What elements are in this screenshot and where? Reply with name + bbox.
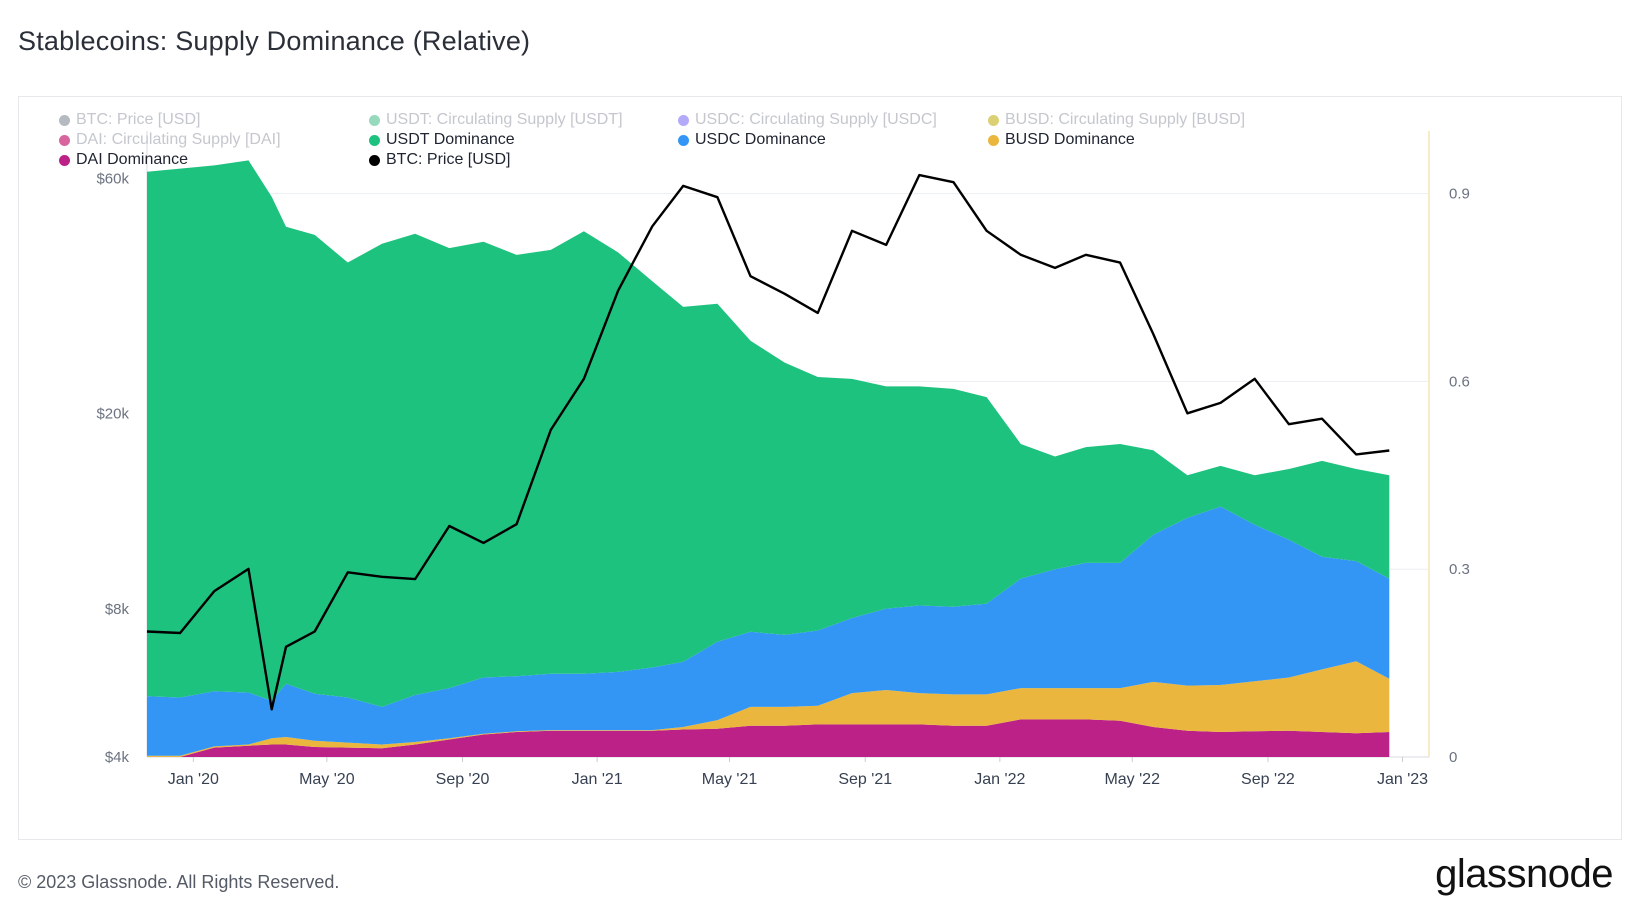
legend-item-busd-supply[interactable]: BUSD: Circulating Supply [BUSD] <box>988 111 1245 129</box>
legend-dot-icon <box>59 154 70 166</box>
legend-dot-icon <box>988 134 999 146</box>
legend-item-usdc-dominance[interactable]: USDC Dominance <box>678 131 826 149</box>
legend-label: USDC Dominance <box>695 131 826 148</box>
usdc-dominance-area <box>147 506 1390 756</box>
legend-item-usdt-supply[interactable]: USDT: Circulating Supply [USDT] <box>369 111 623 129</box>
legend-label: USDT Dominance <box>386 131 515 148</box>
legend-dot-icon <box>59 134 70 146</box>
x-tick-label: Jan '23 <box>1377 771 1428 788</box>
legend-item-btc-price-inactive[interactable]: BTC: Price [USD] <box>59 111 200 129</box>
y-left-tick-label: $8k <box>105 601 130 618</box>
usdt-dominance-area <box>147 160 1390 707</box>
legend-label: BTC: Price [USD] <box>386 151 511 168</box>
legend-label: DAI: Circulating Supply [DAI] <box>76 131 281 148</box>
y-right-tick-label: 0.3 <box>1449 561 1470 578</box>
x-tick-label: Jan '22 <box>974 771 1025 788</box>
legend-dot-icon <box>678 134 689 146</box>
x-tick-label: May '20 <box>299 771 355 788</box>
page-title: Stablecoins: Supply Dominance (Relative) <box>18 26 531 56</box>
x-tick-label: Sep '22 <box>1241 771 1295 788</box>
y-right-tick-label: 0 <box>1449 749 1457 766</box>
x-tick-label: May '22 <box>1104 771 1160 788</box>
legend-label: BTC: Price [USD] <box>76 111 201 128</box>
legend-item-btc-price[interactable]: BTC: Price [USD] <box>369 151 510 169</box>
chart-legend: BTC: Price [USD] USDT: Circulating Suppl… <box>59 111 1359 177</box>
y-left-tick-label: $20k <box>96 405 129 422</box>
legend-dot-icon <box>678 114 689 126</box>
legend-dot-icon <box>369 134 380 146</box>
glassnode-logo[interactable]: glassnode <box>1435 852 1613 896</box>
dai-dominance-area <box>147 719 1390 757</box>
legend-item-usdt-dominance[interactable]: USDT Dominance <box>369 131 515 149</box>
x-tick-label: Sep '20 <box>436 771 490 788</box>
legend-dot-icon <box>988 114 999 126</box>
x-tick-label: Jan '21 <box>572 771 623 788</box>
footer-copyright: © 2023 Glassnode. All Rights Reserved. <box>18 872 340 892</box>
legend-item-busd-dominance[interactable]: BUSD Dominance <box>988 131 1135 149</box>
x-tick-label: Sep '21 <box>838 771 892 788</box>
y-right-tick-label: 0.6 <box>1449 373 1470 390</box>
x-tick-label: Jan '20 <box>168 771 219 788</box>
legend-label: USDC: Circulating Supply [USDC] <box>695 111 937 128</box>
busd-dominance-area <box>147 661 1390 757</box>
legend-dot-icon <box>59 114 70 126</box>
legend-label: BUSD: Circulating Supply [BUSD] <box>1005 111 1246 128</box>
legend-item-usdc-supply[interactable]: USDC: Circulating Supply [USDC] <box>678 111 937 129</box>
x-tick-label: May '21 <box>702 771 758 788</box>
legend-dot-icon <box>369 154 380 166</box>
legend-label: DAI Dominance <box>76 151 189 168</box>
y-right-tick-label: 0.9 <box>1449 186 1470 203</box>
legend-label: BUSD Dominance <box>1005 131 1135 148</box>
legend-label: USDT: Circulating Supply [USDT] <box>386 111 623 128</box>
y-left-tick-label: $4k <box>105 749 130 766</box>
legend-item-dai-supply[interactable]: DAI: Circulating Supply [DAI] <box>59 131 281 149</box>
legend-dot-icon <box>369 114 380 126</box>
btc-price-line <box>146 173 1390 711</box>
dominance-chart[interactable]: $4k $8k $20k $60k 0 0.3 0.6 0.9 Jan '20 May '20 Se… <box>19 97 1623 841</box>
legend-item-dai-dominance[interactable]: DAI Dominance <box>59 151 188 169</box>
y-left-tick-label: $60k <box>96 171 129 188</box>
chart-area[interactable]: $4k $8k $20k $60k 0 0.3 0.6 0.9 Jan '20 May '20 Se… <box>19 97 1623 841</box>
